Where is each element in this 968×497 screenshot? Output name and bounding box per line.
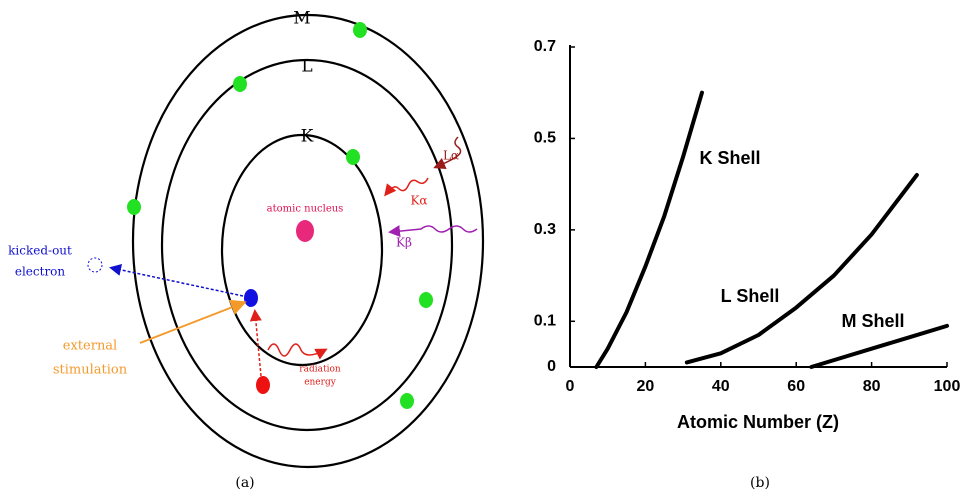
electron — [233, 76, 247, 92]
y-tick-label: 0 — [547, 358, 556, 375]
arrows — [109, 136, 478, 377]
x-tick-label: 60 — [787, 378, 805, 395]
wavy-arrow — [267, 343, 328, 360]
series-line — [809, 323, 949, 369]
y-tick-label: 0.5 — [534, 130, 556, 147]
line-label: Kα — [410, 194, 427, 208]
x-tick-label: 40 — [712, 378, 730, 395]
shell-k — [220, 133, 384, 367]
series-label: L Shell — [721, 286, 780, 306]
line-label: Lα — [443, 149, 459, 163]
series-label: K Shell — [699, 148, 760, 168]
radiation-label: radiation — [299, 365, 341, 375]
arrow — [249, 309, 262, 377]
line-label: Kβ — [396, 236, 412, 250]
external-label: stimulation — [53, 363, 128, 378]
shell-label: K — [301, 127, 314, 147]
wavy-arrow — [433, 136, 462, 169]
electron-red — [256, 376, 270, 394]
kicked-out-label: electron — [15, 265, 66, 279]
empty-site — [87, 257, 103, 273]
electron — [419, 292, 433, 308]
shell-l — [160, 58, 454, 432]
x-tick-label: 0 — [566, 378, 575, 395]
atom-diagram — [131, 13, 485, 469]
wavy-arrow — [384, 177, 429, 197]
y-tick-label: 0.1 — [534, 313, 556, 330]
electron — [400, 393, 414, 409]
caption: (b) — [750, 475, 770, 491]
caption: (a) — [235, 475, 254, 491]
shell-label: M — [293, 9, 310, 29]
shell-label: L — [301, 57, 312, 77]
series-label: M Shell — [841, 311, 904, 331]
diagram-labels: M L K atomic nucleus Lα Kα Kβ kicked-out… — [8, 9, 770, 492]
electrons — [87, 22, 433, 409]
x-tick-label: 80 — [863, 378, 881, 395]
electron — [353, 22, 367, 38]
kicked-out-label: kicked-out — [8, 244, 72, 258]
wavy-arrow — [388, 225, 478, 238]
nucleus — [296, 220, 314, 242]
radiation-label: energy — [304, 378, 337, 388]
chart: Atomic Number (Z) 0 0.1 0.3 0.5 0.7 0 20 40 60 80… — [534, 38, 961, 432]
x-axis-label: Atomic Number (Z) — [677, 412, 839, 432]
shell-m — [131, 13, 485, 469]
nucleus-label: atomic nucleus — [267, 204, 344, 215]
series-line — [594, 90, 704, 369]
series-line — [684, 173, 919, 365]
electron-blue — [244, 289, 258, 307]
arrow — [139, 299, 247, 344]
electron — [346, 149, 360, 165]
electron — [127, 199, 141, 215]
y-tick-label: 0.3 — [534, 221, 556, 238]
x-tick-label: 100 — [934, 378, 961, 395]
arrow — [109, 264, 244, 297]
external-label: external — [63, 339, 117, 354]
y-tick-label: 0.7 — [534, 38, 556, 55]
x-tick-label: 20 — [637, 378, 655, 395]
